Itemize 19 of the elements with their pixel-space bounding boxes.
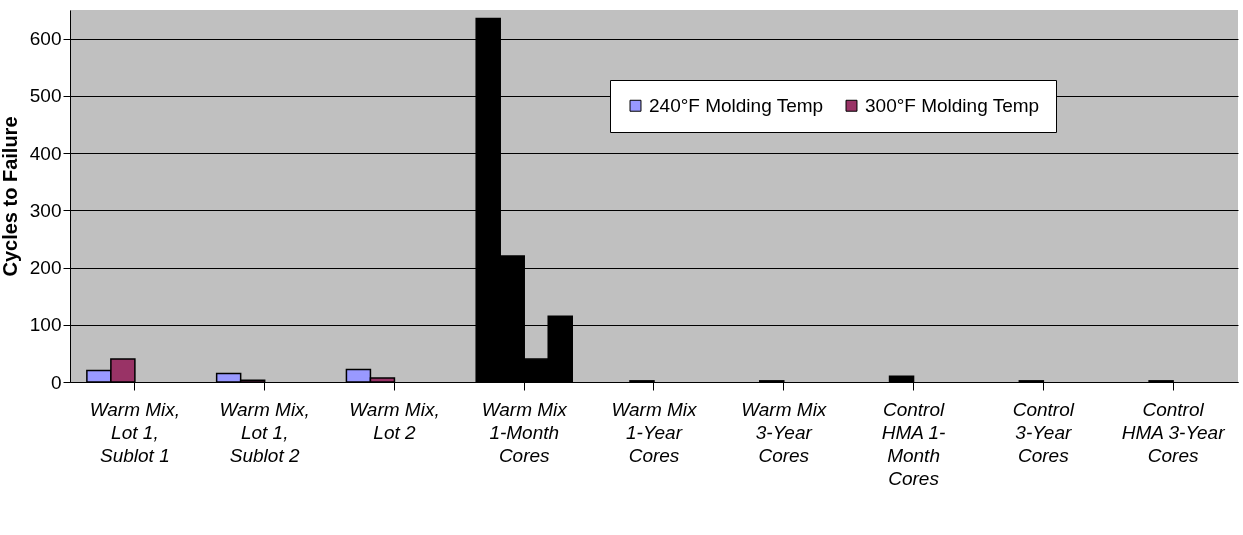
y-tick-label: 100: [29, 314, 62, 336]
x-tick-label: Control HMA 1-Month Cores: [881, 398, 946, 489]
x-tick-label: Warm Mix, Lot 2: [349, 398, 440, 443]
y-tick-label: 300: [29, 199, 62, 221]
y-tick-label: 400: [29, 142, 62, 164]
legend-label: 300°F Molding Temp: [865, 94, 1040, 116]
x-tick-label: Warm Mix, Lot 1, Sublot 1: [89, 398, 181, 466]
y-axis-title: Cycles to Failure: [0, 116, 21, 277]
x-tick-label: Control 3-Year Cores: [1012, 398, 1075, 466]
x-tick-label: Warm Mix 1-Year Cores: [611, 398, 699, 466]
x-tick-label: Control HMA 3-Year Cores: [1121, 398, 1226, 466]
y-tick-label: 500: [29, 85, 62, 107]
legend-label: 240°F Molding Temp: [649, 94, 824, 116]
x-tick-label: Warm Mix, Lot 1, Sublot 2: [219, 398, 310, 466]
y-tick-label: 600: [29, 28, 62, 50]
y-tick-label: 0: [50, 371, 62, 393]
y-tick-label: 200: [29, 257, 62, 279]
x-tick-label: Warm Mix 1-Month Cores: [481, 398, 569, 466]
x-tick-label: Warm Mix 3-Year Cores: [741, 398, 828, 466]
